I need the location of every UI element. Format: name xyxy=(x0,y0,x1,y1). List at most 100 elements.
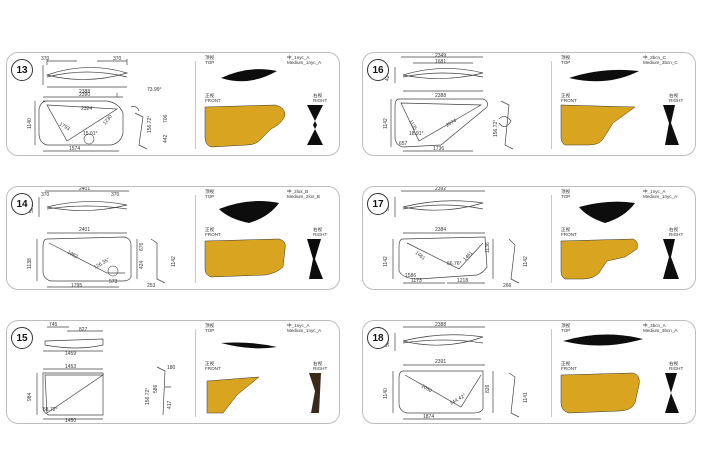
dim-13-m: 706 xyxy=(163,114,169,123)
dim-16-c: 424 xyxy=(385,72,391,81)
right-label-cn: 右视 xyxy=(669,93,679,98)
top-label-en: TOP xyxy=(205,328,215,333)
dim-18-e: 1874 xyxy=(423,414,434,420)
front-view-shape xyxy=(560,238,638,280)
dim-15-i: 586 xyxy=(153,384,159,393)
dim-16-d: 2388 xyxy=(435,93,446,99)
dim-15-k: 180 xyxy=(167,365,176,371)
top-label-en: TOP xyxy=(561,60,571,65)
dim-14-e: 2401 xyxy=(79,227,90,233)
right-view-shape xyxy=(663,105,679,145)
right-view-shape xyxy=(309,373,321,413)
right-label-en: RIGHT xyxy=(669,232,684,237)
drawing-number: 13 xyxy=(11,59,33,81)
front-label-cn: 正视 xyxy=(205,361,215,366)
front-label-en: FRONT xyxy=(561,366,577,371)
dim-15-c: 1459 xyxy=(65,351,76,357)
drawing-card-18: 2388 500 2391 1140 2050 144.42° 1874 826… xyxy=(362,320,696,424)
top-view-shape xyxy=(563,334,643,346)
dim-16-k: 657 xyxy=(399,141,408,147)
front-view-shape xyxy=(206,376,260,414)
front-label-cn: 正视 xyxy=(561,93,571,98)
drawing-number: 16 xyxy=(367,59,389,81)
technical-drawing-14: 2401 370 370 500 2401 1138 1982 126.35° … xyxy=(27,187,323,289)
dim-13-o: 73.99° xyxy=(147,87,162,93)
dim-17-a: 2392 xyxy=(435,187,446,192)
front-view-shape xyxy=(560,372,640,414)
top-label-cn: 顶视 xyxy=(561,323,571,328)
dim-15-j: 417 xyxy=(167,400,173,409)
front-label-en: FRONT xyxy=(205,232,221,237)
dim-15-h: 156.72° xyxy=(145,388,151,405)
top-label-cn: 顶视 xyxy=(561,55,571,60)
model-code: 中_3bcn_C xyxy=(643,55,666,60)
front-label-en: FRONT xyxy=(205,98,221,103)
front-view-shape xyxy=(204,238,286,278)
technical-drawing-16: 2349 1681 424 2388 1142 1135 2074 18.91°… xyxy=(383,53,679,152)
dim-18-h: 826 xyxy=(485,384,491,393)
divider xyxy=(551,329,552,417)
dim-14-c: 370 xyxy=(111,192,120,198)
technical-drawing-13: 370 370 500 2388 2390 1140 2324 1793 123… xyxy=(25,56,323,152)
dim-13-k: 15.01° xyxy=(83,131,98,137)
right-label-cn: 右视 xyxy=(313,93,323,98)
right-view-shape xyxy=(665,373,679,413)
front-view-shape xyxy=(204,104,286,148)
front-label-en: FRONT xyxy=(561,98,577,103)
top-label-en: TOP xyxy=(561,328,571,333)
dim-14-b: 370 xyxy=(41,192,50,198)
right-label-en: RIGHT xyxy=(313,232,328,237)
front-label-cn: 正视 xyxy=(205,227,215,232)
dim-18-d: 1140 xyxy=(383,388,389,399)
dim-16-e: 1142 xyxy=(383,118,389,129)
model-name: Medium_3bcn_A xyxy=(643,328,678,333)
dim-13-n: 442 xyxy=(163,134,169,143)
dim-17-k: 1136 xyxy=(485,242,491,253)
dim-13-i: 1793 xyxy=(58,122,71,133)
dim-14-n: 253 xyxy=(147,283,156,289)
drawing-number: 14 xyxy=(11,193,33,215)
model-code: 中_1nyc_A xyxy=(643,189,666,194)
dim-16-j: 156.72° xyxy=(493,120,499,137)
top-label-cn: 顶视 xyxy=(205,55,215,60)
top-view-shape xyxy=(221,69,277,82)
dim-14-k: 424 xyxy=(139,260,145,269)
drawing-number: 18 xyxy=(367,327,389,349)
dim-16-h: 1135 xyxy=(407,119,418,132)
dim-17-h: 1586 xyxy=(405,273,416,279)
divider xyxy=(551,61,552,149)
dim-14-m: 1142 xyxy=(171,256,177,267)
top-label-en: TOP xyxy=(561,194,571,199)
dim-13-b: 370 xyxy=(113,56,122,62)
right-label-cn: 右视 xyxy=(669,227,679,232)
divider xyxy=(195,329,196,417)
right-label-en: RIGHT xyxy=(669,98,684,103)
dim-18-g: 144.42° xyxy=(449,393,467,407)
model-code: 中_1nyc_A xyxy=(287,323,310,328)
dim-14-i: 1982 xyxy=(66,250,79,261)
dim-15-e: 984 xyxy=(27,392,33,401)
dim-17-m: 266 xyxy=(503,283,512,289)
top-view-shape xyxy=(569,69,639,82)
drawing-card-14: 2401 370 370 500 2401 1138 1982 126.35° … xyxy=(6,186,340,290)
dim-14-l: 676 xyxy=(139,242,145,251)
dim-14-a: 2401 xyxy=(79,187,90,192)
front-label-cn: 正视 xyxy=(205,93,215,98)
dim-18-c: 2391 xyxy=(435,359,446,365)
top-label-en: TOP xyxy=(205,194,215,199)
dim-16-b: 1681 xyxy=(435,59,446,65)
model-code: 中_3bcn_A xyxy=(643,323,666,328)
right-label-en: RIGHT xyxy=(313,98,328,103)
technical-drawing-15: 745 827 1459 1453 984 58.72° 1450 156.72… xyxy=(27,322,321,424)
front-label-cn: 正视 xyxy=(561,361,571,366)
top-label-en: TOP xyxy=(205,60,215,65)
dim-14-d: 500 xyxy=(29,204,35,213)
right-view-shape xyxy=(307,239,323,279)
right-label-cn: 右视 xyxy=(313,227,323,232)
model-code: 中_2lox_B xyxy=(287,189,309,194)
dim-13-l: 156.72° xyxy=(147,116,153,133)
dim-15-d: 1453 xyxy=(65,364,76,370)
dim-14-f: 1138 xyxy=(27,258,33,269)
dim-15-f: 1450 xyxy=(65,418,76,424)
right-label-cn: 右视 xyxy=(669,361,679,366)
